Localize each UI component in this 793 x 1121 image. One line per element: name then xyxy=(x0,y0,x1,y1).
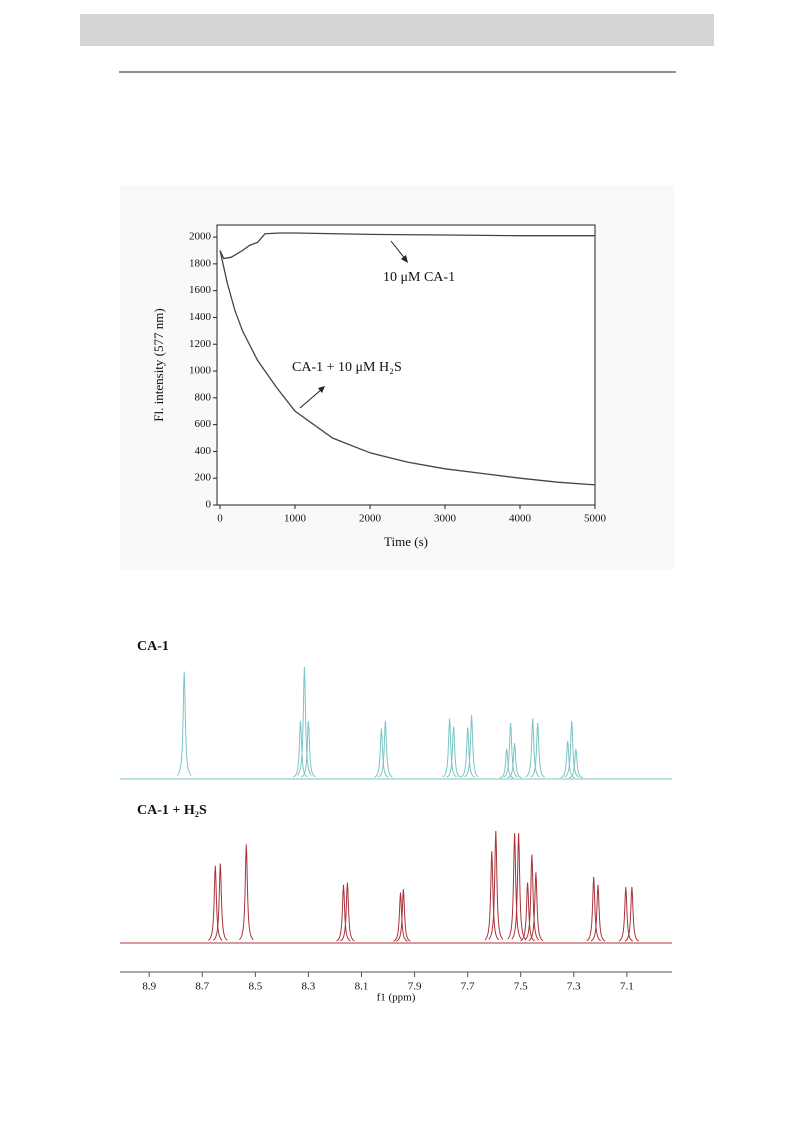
spectrum-peak xyxy=(528,872,544,942)
spectrum-peak xyxy=(520,882,535,942)
spectrum-peak xyxy=(624,886,640,942)
spectrum-peak xyxy=(464,715,479,778)
spectrum-peak xyxy=(507,833,522,940)
annotation-arrow xyxy=(390,240,407,261)
spectrum-peak xyxy=(618,886,634,942)
spectrum-peak xyxy=(460,727,475,778)
x-axis-label: Time (s) xyxy=(384,534,428,549)
annotation: CA-1 + 10 μM H₂S xyxy=(292,360,402,375)
x-tick-label: 3000 xyxy=(434,513,457,525)
y-tick-label: 1800 xyxy=(189,257,212,269)
y-tick-label: 0 xyxy=(206,499,212,511)
spectrum-peak xyxy=(378,720,393,778)
data-line xyxy=(219,250,596,486)
spectrum-peak xyxy=(484,851,500,941)
x-tick-label: 7.1 xyxy=(620,981,634,993)
y-tick-label: 400 xyxy=(195,445,212,457)
panel-label: CA-1 + H₂S xyxy=(137,803,207,818)
y-tick-label: 200 xyxy=(195,472,212,484)
spectrum-peak xyxy=(488,830,504,940)
y-tick-label: 600 xyxy=(195,418,212,430)
data-line xyxy=(219,232,595,260)
x-tick-label: 7.7 xyxy=(461,981,475,993)
spectrum-peak xyxy=(530,722,545,778)
x-tick-label: 8.1 xyxy=(355,981,369,993)
y-tick-label: 2000 xyxy=(189,231,212,243)
spectrum-peak xyxy=(590,884,606,942)
spectrum-peak xyxy=(525,718,540,778)
spectrum-peak xyxy=(207,865,223,941)
x-tick-label: 8.3 xyxy=(302,981,316,993)
x-tick-label: 2000 xyxy=(359,513,382,525)
spectrum-peak xyxy=(524,854,540,941)
y-tick-label: 1400 xyxy=(189,311,212,323)
spectrum-peak xyxy=(446,726,461,778)
y-tick-label: 1000 xyxy=(189,365,212,377)
x-tick-label: 7.5 xyxy=(514,981,528,993)
spectrum-peak xyxy=(212,863,228,941)
spectrum-peak xyxy=(301,720,316,778)
annotation-arrowhead xyxy=(401,255,408,263)
spectrum-peak xyxy=(336,884,351,942)
x-tick-label: 0 xyxy=(217,513,223,525)
spectrum-peak xyxy=(503,722,518,778)
annotation: 10 μM CA-1 xyxy=(383,270,455,285)
x-tick-label: 5000 xyxy=(584,513,607,525)
spectrum-peak xyxy=(564,720,579,778)
spectrum-peak xyxy=(374,728,389,778)
y-tick-label: 1200 xyxy=(189,338,212,350)
spectrum-peak xyxy=(507,743,522,779)
spectrum-peak xyxy=(511,833,526,940)
x-tick-label: 8.9 xyxy=(142,981,156,993)
x-tick-label: 1000 xyxy=(284,513,307,525)
spectrum-peak xyxy=(568,748,584,779)
x-tick-label: 8.7 xyxy=(195,981,209,993)
spectrum-peak xyxy=(393,892,408,942)
plot-frame xyxy=(216,224,596,506)
y-tick-label: 800 xyxy=(195,391,212,403)
x-tick-label: 8.5 xyxy=(248,981,262,993)
panel-label: CA-1 xyxy=(137,639,169,654)
spectrum-peak xyxy=(499,748,514,779)
x-tick-label: 7.3 xyxy=(567,981,581,993)
x-axis-label: f1 (ppm) xyxy=(377,992,416,1004)
spectrum-peak xyxy=(176,671,192,776)
spectrum-peak xyxy=(293,720,308,778)
y-tick-label: 1600 xyxy=(189,284,212,296)
annotation-arrowhead xyxy=(318,386,325,393)
spectrum-peak xyxy=(396,889,411,942)
spectrum-peak xyxy=(442,718,457,778)
spectrum-peak xyxy=(586,876,601,942)
x-tick-label: 4000 xyxy=(509,513,532,525)
annotation-arrow xyxy=(299,388,323,409)
spectrum-peak xyxy=(340,882,355,942)
x-tick-label: 7.9 xyxy=(408,981,422,993)
header-bar xyxy=(80,14,714,46)
y-axis-label: Fl. intensity (577 nm) xyxy=(151,308,166,421)
spectrum-peak xyxy=(297,666,312,776)
spectrum-peak xyxy=(238,844,254,941)
